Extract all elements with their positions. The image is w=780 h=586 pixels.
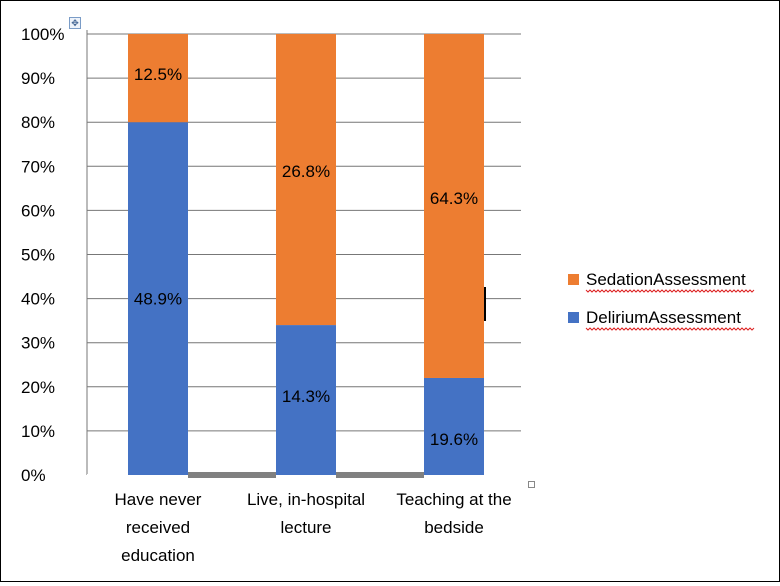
- x-axis-segment: [336, 472, 424, 478]
- y-tick-label: 50%: [21, 246, 55, 265]
- legend-swatch: [568, 274, 579, 285]
- bar-deliriumassessment-2[interactable]: [276, 325, 336, 475]
- bar-sedationassessment-1[interactable]: [128, 34, 188, 123]
- data-label: 48.9%: [134, 290, 182, 309]
- x-axis-segment: [188, 472, 276, 478]
- x-category-label: Live, in-hospital: [247, 490, 365, 509]
- y-tick-label: 40%: [21, 290, 55, 309]
- data-label: 64.3%: [430, 189, 478, 208]
- bar-sedationassessment-2[interactable]: [276, 34, 336, 326]
- data-label: 19.6%: [430, 430, 478, 449]
- y-tick-label: 20%: [21, 378, 55, 397]
- y-tick-label: 90%: [21, 69, 55, 88]
- legend-label: DeliriumAssessment: [586, 308, 741, 327]
- spellcheck-underline: [585, 289, 755, 293]
- x-category-label: bedside: [424, 518, 484, 537]
- y-tick-label: 10%: [21, 422, 55, 441]
- data-label: 14.3%: [282, 387, 330, 406]
- x-category-label: received: [126, 518, 190, 537]
- x-category-label: Teaching at the: [396, 490, 511, 509]
- move-handle-icon[interactable]: ✥: [69, 17, 81, 29]
- y-tick-label: 30%: [21, 334, 55, 353]
- bar-deliriumassessment-1[interactable]: [128, 122, 188, 475]
- y-tick-label: 80%: [21, 113, 55, 132]
- bar-sedationassessment-3[interactable]: [424, 34, 484, 378]
- x-category-label: lecture: [280, 518, 331, 537]
- legend-label: SedationAssessment: [586, 270, 746, 289]
- data-label: 26.8%: [282, 162, 330, 181]
- x-category-label: Have never: [115, 490, 202, 509]
- data-label: 12.5%: [134, 65, 182, 84]
- bar-deliriumassessment-3[interactable]: [424, 377, 484, 475]
- legend-swatch: [568, 312, 579, 323]
- resize-handle[interactable]: [528, 481, 535, 488]
- y-tick-label: 0%: [21, 466, 46, 485]
- x-category-label: education: [121, 546, 195, 565]
- y-tick-label: 60%: [21, 201, 55, 220]
- y-tick-label: 70%: [21, 157, 55, 176]
- y-tick-label: 100%: [21, 25, 64, 44]
- spellcheck-underline: [585, 327, 755, 331]
